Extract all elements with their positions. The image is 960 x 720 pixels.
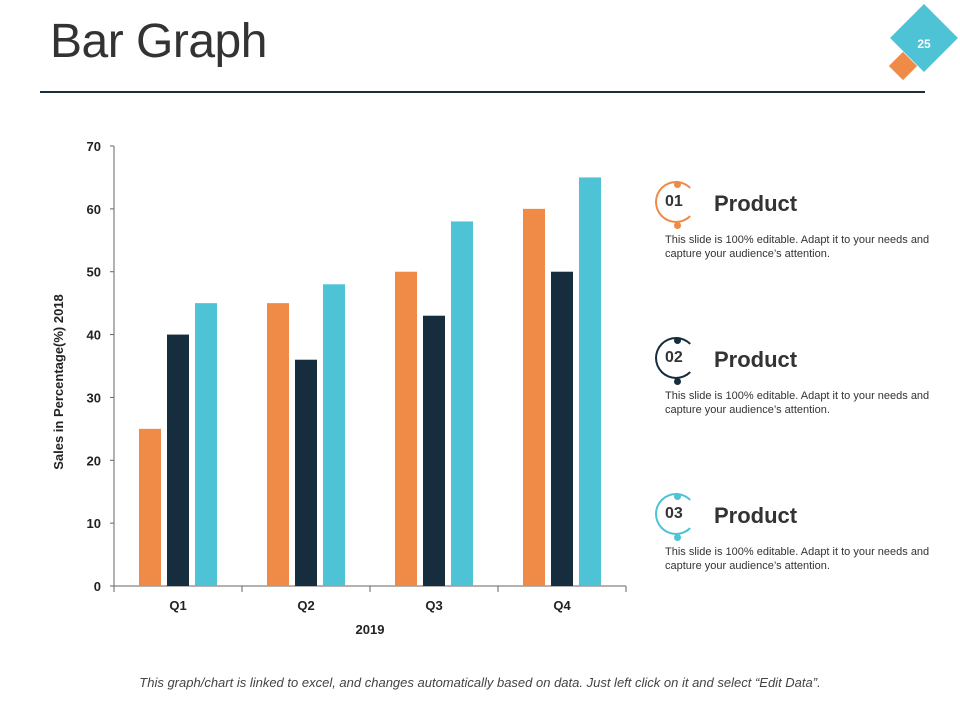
page-number: 25	[917, 37, 931, 51]
y-tick-label: 70	[87, 139, 101, 154]
legend-title: Product	[714, 191, 798, 216]
bar-q1-series-1	[139, 428, 161, 586]
legend-dot-icon	[674, 222, 681, 229]
bar-q2-series-3	[323, 284, 345, 586]
legend-number: 02	[665, 349, 683, 366]
bar-q4-series-2	[551, 271, 573, 586]
y-tick-label: 20	[87, 453, 101, 468]
bar-q3-series-2	[423, 315, 445, 586]
x-tick-label: Q1	[169, 598, 186, 613]
x-tick-label: Q2	[297, 598, 314, 613]
y-tick-label: 40	[87, 328, 101, 343]
legend-number: 03	[665, 505, 683, 522]
y-tick-label: 60	[87, 202, 101, 217]
bar-q2-series-1	[267, 303, 289, 586]
legend-dot-icon	[674, 337, 681, 344]
x-axis-title: 2019	[356, 622, 385, 637]
legend-item-03: 03 Product This slide is 100% editable. …	[655, 493, 935, 613]
legend-description: This slide is 100% editable. Adapt it to…	[665, 546, 930, 572]
y-tick-label: 10	[87, 516, 101, 531]
y-tick-label: 30	[87, 390, 101, 405]
y-tick-label: 50	[87, 265, 101, 280]
legend-title: Product	[714, 347, 798, 372]
bar-q1-series-2	[167, 334, 189, 586]
legend-dot-icon	[674, 181, 681, 188]
bar-q2-series-2	[295, 359, 317, 586]
bar-q3-series-3	[451, 221, 473, 586]
legend-dot-icon	[674, 378, 681, 385]
bar-q3-series-1	[395, 271, 417, 586]
legend-number: 01	[665, 193, 683, 210]
legend-dot-icon	[674, 493, 681, 500]
footer-note: This graph/chart is linked to excel, and…	[139, 675, 821, 690]
legend-dot-icon	[674, 534, 681, 541]
legend-item-02: 02 Product This slide is 100% editable. …	[655, 337, 935, 457]
x-tick-label: Q4	[553, 598, 571, 613]
bar-q4-series-3	[579, 177, 601, 586]
bar-q4-series-1	[523, 208, 545, 586]
y-tick-label: 0	[94, 579, 101, 594]
bar-q1-series-3	[195, 303, 217, 586]
legend-item-01: 01 Product This slide is 100% editable. …	[655, 181, 935, 301]
legend-description: This slide is 100% editable. Adapt it to…	[665, 234, 930, 260]
x-tick-label: Q3	[425, 598, 442, 613]
y-axis-title: Sales in Percentage(%) 2018	[51, 294, 66, 470]
legend-title: Product	[714, 503, 798, 528]
title-divider	[40, 91, 925, 93]
legend-description: This slide is 100% editable. Adapt it to…	[665, 390, 930, 416]
page-title: Bar Graph	[50, 15, 267, 68]
